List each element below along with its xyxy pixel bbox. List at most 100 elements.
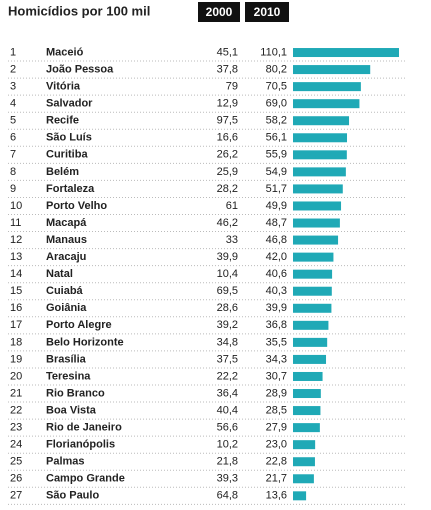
value-2000: 39,3 — [217, 473, 238, 485]
value-2000: 28,2 — [217, 183, 238, 195]
value-2000: 36,4 — [217, 387, 238, 399]
value-2000: 21,8 — [217, 456, 238, 468]
bar — [293, 252, 334, 262]
value-2010: 56,1 — [266, 132, 287, 144]
value-2010: 28,9 — [266, 387, 287, 399]
value-2010: 49,9 — [266, 200, 287, 212]
value-2010: 58,2 — [266, 115, 287, 127]
city: Rio de Janeiro — [46, 422, 122, 434]
city: Rio Branco — [46, 387, 105, 399]
city: Porto Alegre — [46, 319, 112, 331]
value-2010: 54,9 — [266, 166, 287, 178]
value-2010: 42,0 — [266, 251, 287, 263]
value-2010: 40,6 — [266, 268, 287, 280]
rank: 9 — [10, 183, 16, 195]
rank: 16 — [10, 302, 22, 314]
city: Cuiabá — [46, 285, 84, 297]
city: Natal — [46, 268, 73, 280]
value-2000: 39,2 — [217, 319, 238, 331]
value-2010: 80,2 — [266, 63, 287, 75]
bar — [293, 133, 348, 143]
city: Goiânia — [46, 302, 87, 314]
city: São Luís — [46, 132, 92, 144]
rank: 12 — [10, 234, 22, 246]
bar — [293, 218, 340, 228]
bar — [293, 371, 323, 381]
rank: 11 — [10, 217, 21, 229]
bar — [293, 167, 346, 177]
rank: 8 — [10, 166, 16, 178]
rank: 1 — [10, 46, 16, 58]
value-2000: 45,1 — [217, 46, 238, 58]
value-2010: 51,7 — [266, 183, 287, 195]
value-2000: 37,5 — [217, 353, 238, 365]
bar — [293, 235, 339, 245]
bar — [293, 423, 320, 433]
value-2010: 55,9 — [266, 149, 287, 161]
city: Manaus — [46, 234, 87, 246]
bar — [293, 286, 332, 296]
value-2010: 22,8 — [266, 456, 287, 468]
value-2000: 69,5 — [217, 285, 238, 297]
bar — [293, 440, 316, 450]
rank: 13 — [10, 251, 22, 263]
rank: 20 — [10, 370, 22, 382]
rank: 24 — [10, 439, 22, 451]
bar — [293, 82, 361, 92]
value-2010: 40,3 — [266, 285, 287, 297]
bar — [293, 406, 321, 416]
city: Brasília — [46, 353, 87, 365]
value-2010: 30,7 — [266, 370, 287, 382]
rank: 2 — [10, 63, 16, 75]
value-2000: 10,4 — [217, 268, 238, 280]
value-2000: 12,9 — [217, 98, 238, 110]
bar — [293, 303, 332, 313]
city: Recife — [46, 115, 79, 127]
city: Aracaju — [46, 251, 86, 263]
bar — [293, 99, 360, 109]
city: Belém — [46, 166, 79, 178]
value-2000: 33 — [226, 234, 238, 246]
value-2000: 34,8 — [217, 336, 238, 348]
city: Florianópolis — [46, 439, 115, 451]
rank: 10 — [10, 200, 22, 212]
bar — [293, 474, 314, 484]
series-header: 2010 — [254, 5, 281, 19]
bar — [293, 337, 328, 347]
rank: 18 — [10, 336, 22, 348]
rank: 4 — [10, 98, 16, 110]
rank: 22 — [10, 404, 22, 416]
value-2010: 69,0 — [266, 98, 287, 110]
city: Fortaleza — [46, 183, 95, 195]
value-2000: 26,2 — [217, 149, 238, 161]
series-header: 2000 — [206, 5, 233, 19]
value-2000: 28,6 — [217, 302, 238, 314]
header-box — [198, 2, 240, 22]
value-2010: 70,5 — [266, 81, 287, 93]
value-2010: 110,1 — [260, 46, 287, 58]
value-2010: 21,7 — [266, 473, 287, 485]
bar — [293, 269, 333, 279]
rank: 26 — [10, 473, 22, 485]
chart-title: Homicídios por 100 mil — [8, 3, 150, 18]
rank: 17 — [10, 319, 22, 331]
value-2010: 34,3 — [266, 353, 287, 365]
city: Vitória — [46, 81, 81, 93]
city: João Pessoa — [46, 63, 114, 75]
value-2010: 39,9 — [266, 302, 287, 314]
rank: 5 — [10, 115, 16, 127]
city: Teresina — [46, 370, 91, 382]
city: Maceió — [46, 46, 84, 58]
rank: 3 — [10, 81, 16, 93]
value-2000: 56,6 — [217, 422, 238, 434]
rank: 19 — [10, 353, 22, 365]
value-2000: 10,2 — [217, 439, 238, 451]
rank: 25 — [10, 456, 22, 468]
value-2000: 79 — [226, 81, 238, 93]
value-2010: 48,7 — [266, 217, 287, 229]
bar — [293, 354, 327, 364]
value-2000: 64,8 — [217, 490, 238, 502]
bar — [293, 457, 315, 467]
city: Curitiba — [46, 149, 88, 161]
